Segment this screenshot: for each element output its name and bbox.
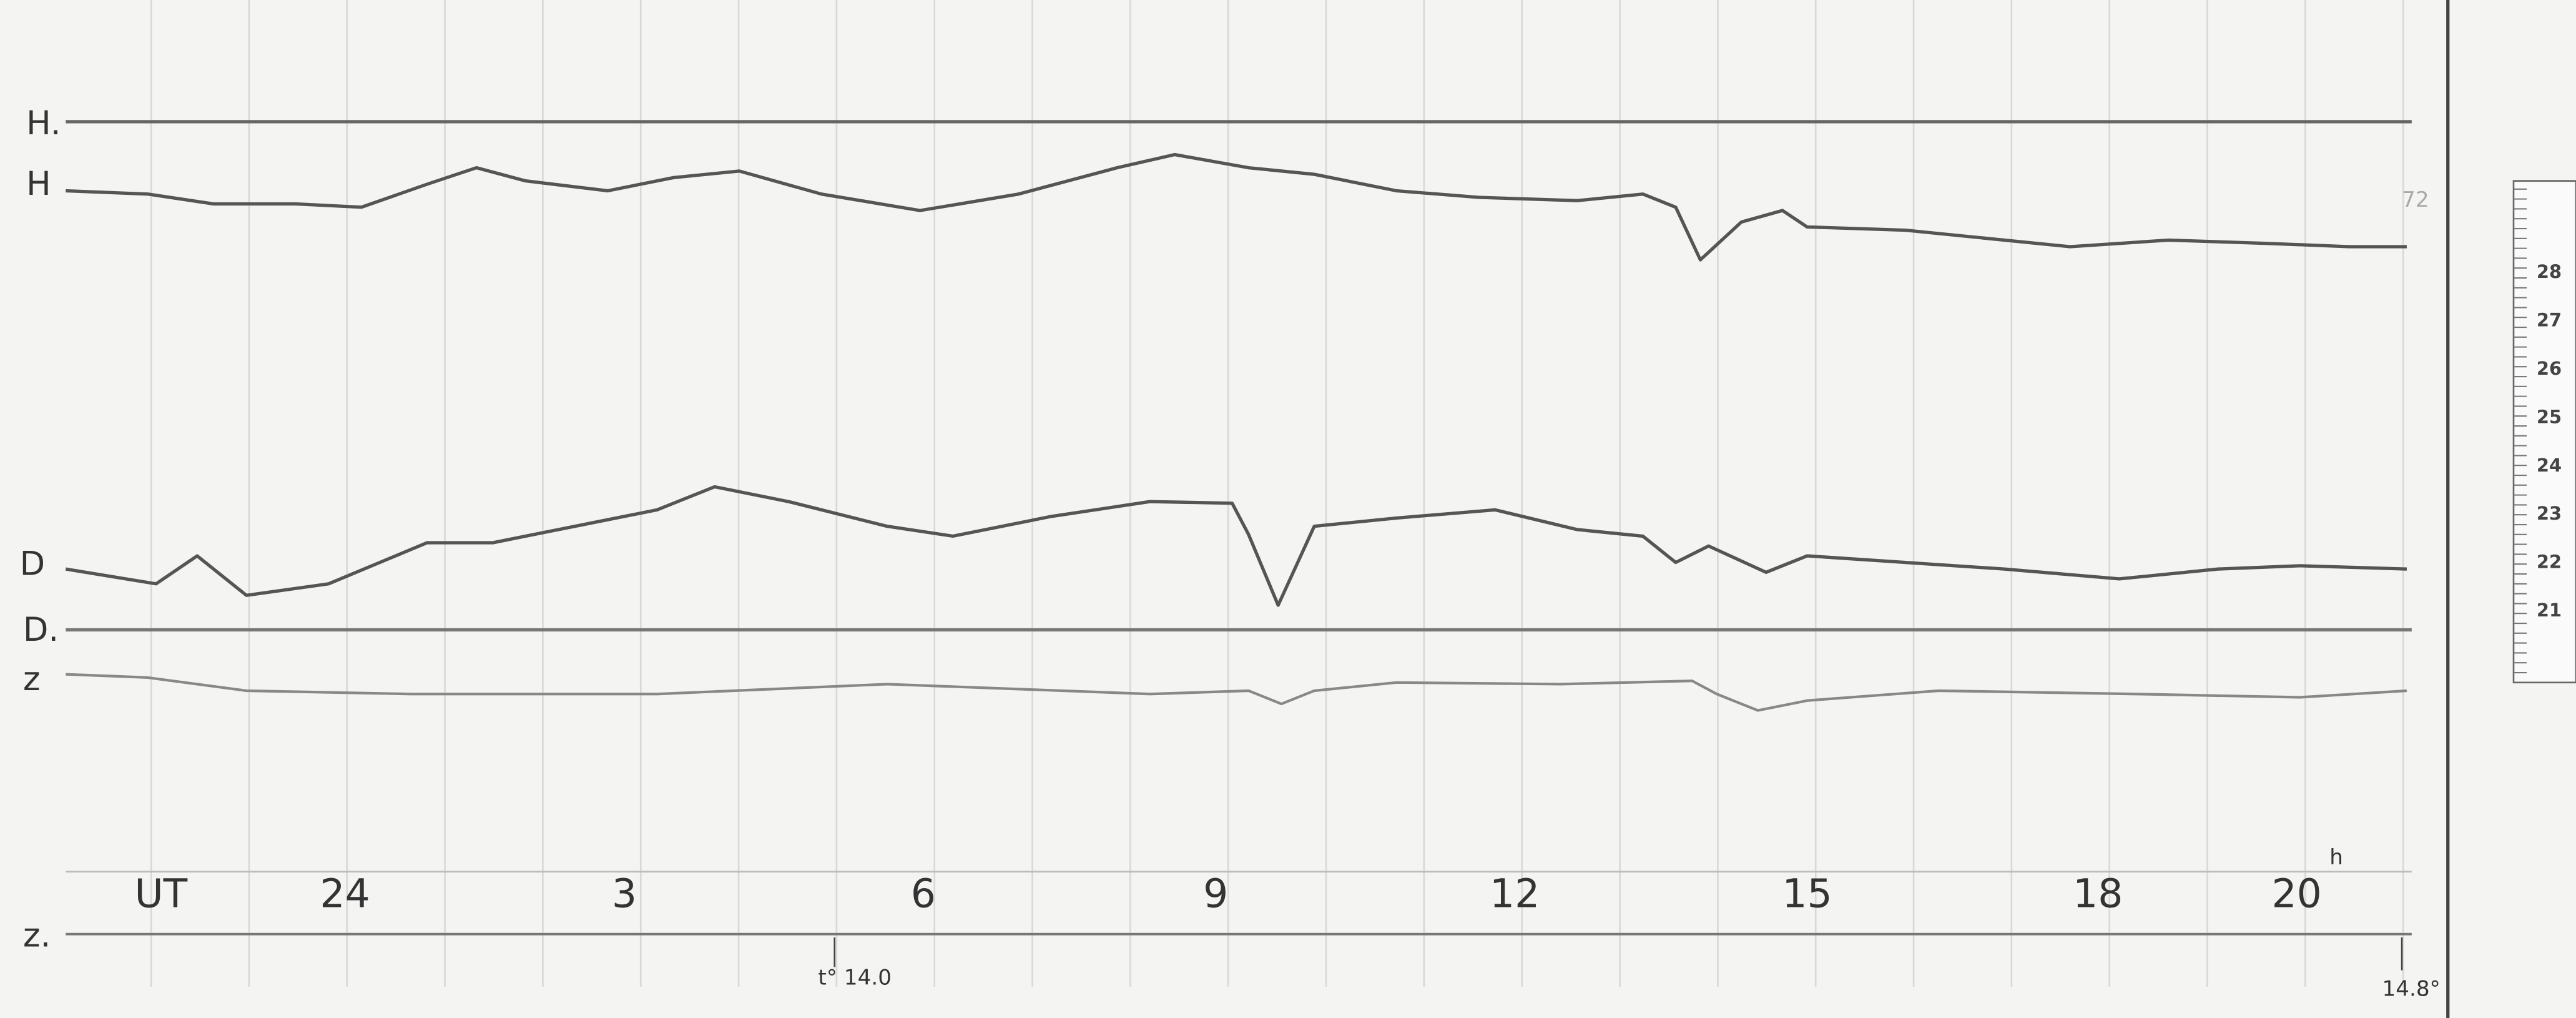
ruler-label: 27 [2537,310,2562,331]
hour-labels: 24 3 6 9 12 15 18 20 [320,871,2321,917]
hour-label: 18 [2073,871,2123,917]
trace-label: z [23,660,41,698]
trace-label: D. [23,611,59,649]
hour-suffix: h [2329,845,2343,870]
h-trace [66,152,2407,262]
time-unit: UT [134,871,187,917]
hour-label: 9 [1203,871,1228,917]
ruler-label: 23 [2537,503,2562,524]
hour-label: 3 [612,871,637,917]
trace-label: D [20,545,46,583]
margin-note: 72 [2402,187,2429,212]
trace-label: z. [23,917,51,955]
hour-label: 6 [911,871,936,917]
ruler-label: 26 [2537,358,2562,379]
temperature-start: t° 14.0 [818,965,892,990]
ruler-marks: 28 27 26 25 24 23 22 21 [2514,188,2562,674]
hour-label: 20 [2271,871,2321,917]
trace-label: H [26,165,51,203]
temperature-end: 14.8° [2382,977,2440,1002]
ruler-label: 25 [2537,406,2562,427]
ruler-label: 22 [2537,551,2562,573]
ruler-label: 21 [2537,600,2562,621]
hour-label: 12 [1490,871,1540,917]
ruler-label: 24 [2537,455,2562,476]
hour-label: 24 [320,871,370,917]
ruler-label: 28 [2537,261,2562,282]
ruler [2512,180,2576,684]
d-trace [65,485,2407,607]
trace-label: H. [26,104,61,142]
z-trace [66,673,2407,712]
hour-label: 15 [1782,871,1832,917]
